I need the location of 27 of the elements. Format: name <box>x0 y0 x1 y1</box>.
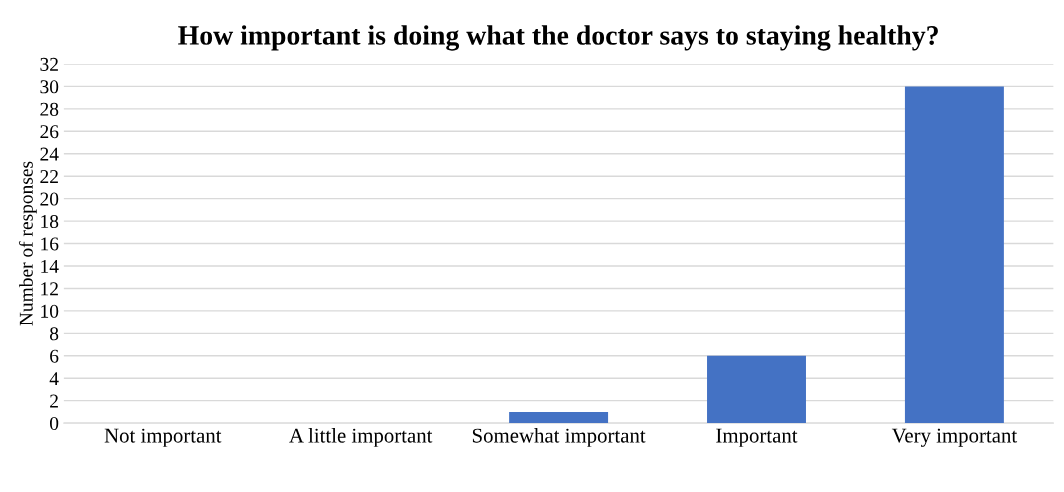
y-tick-label: 14 <box>41 259 59 273</box>
y-tick-label: 0 <box>50 416 59 431</box>
x-tick-label: Important <box>716 428 798 447</box>
bar <box>904 86 1004 424</box>
y-tick-label: 32 <box>40 57 58 71</box>
y-tick-label: 2 <box>50 394 58 408</box>
bar <box>509 411 609 424</box>
x-tick-label: A little important <box>289 427 433 447</box>
bar <box>707 355 806 424</box>
x-tick-label: Not important <box>104 428 222 447</box>
y-tick-label: 26 <box>40 125 59 139</box>
y-tick-label: 30 <box>40 80 59 94</box>
y-tick-label: 12 <box>41 282 58 296</box>
y-tick-label: 28 <box>40 102 59 116</box>
y-tick-label: 18 <box>41 214 59 229</box>
x-tick-label: Somewhat important <box>472 427 646 447</box>
x-tick-label: Very important <box>891 428 1018 447</box>
chart-title: How important is doing what the doctor says to staying healthy? <box>178 25 938 51</box>
y-tick-label: 22 <box>40 170 58 183</box>
y-tick-label: 4 <box>49 372 59 385</box>
y-tick-label: 8 <box>50 327 59 341</box>
y-axis-title: Number of responses <box>18 161 37 326</box>
y-tick-label: 16 <box>41 237 59 251</box>
y-tick-label: 10 <box>41 304 59 318</box>
y-tick-label: 24 <box>40 147 59 161</box>
y-tick-label: 6 <box>50 349 59 363</box>
y-tick-label: 20 <box>40 192 59 206</box>
